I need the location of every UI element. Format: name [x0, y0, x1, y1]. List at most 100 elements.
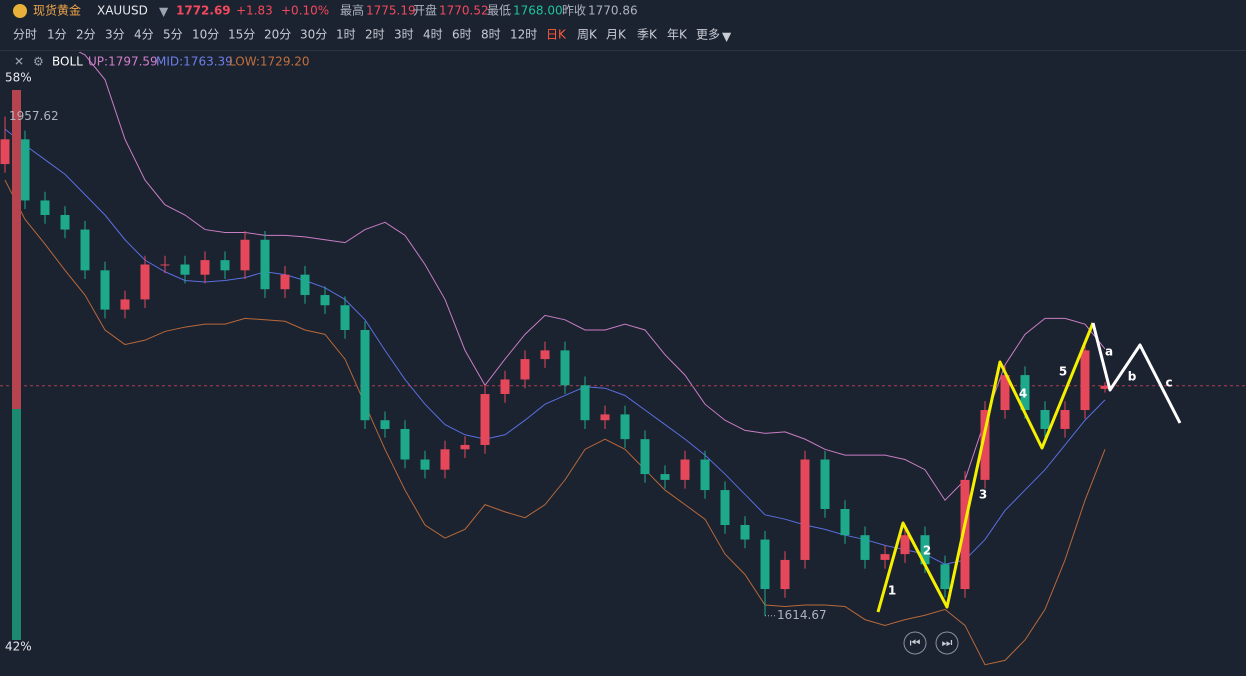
stat-value: 1775.19 [366, 4, 416, 18]
candle-body [400, 428, 410, 460]
candle-body [340, 305, 350, 330]
timeframe-tab[interactable]: 更多 [696, 28, 720, 42]
timeframe-tab[interactable]: 1分 [47, 28, 67, 42]
stat-value: 1770.52 [439, 4, 489, 18]
candle-body [220, 260, 230, 271]
wave-label: c [1165, 376, 1172, 390]
candle-body [640, 439, 650, 475]
candle-body [180, 264, 190, 275]
candle-body [1100, 385, 1110, 389]
wave-label: a [1105, 345, 1113, 359]
stat-label: 最高 [340, 3, 364, 18]
prev-button[interactable] [903, 631, 927, 655]
candle-body [100, 270, 110, 310]
candle-body [1040, 410, 1050, 429]
close-icon[interactable]: ✕ [14, 55, 24, 69]
candle-body [460, 444, 470, 450]
candle-body [500, 379, 510, 395]
timeframe-tab[interactable]: 2分 [76, 28, 96, 42]
timeframe-tab[interactable]: 季K [637, 28, 658, 42]
candle-body [720, 490, 730, 526]
boll-band [4, 179, 1106, 666]
candle-body [600, 414, 610, 421]
candle-body [840, 508, 850, 536]
candle-body [360, 329, 370, 421]
timeframe-tab[interactable]: 5分 [163, 28, 183, 42]
candle-body [40, 200, 50, 216]
dropdown: ▼ [159, 5, 169, 19]
wave-label: 5 [1059, 365, 1067, 379]
candle-body [940, 564, 950, 590]
timeframe-tab[interactable]: 4时 [423, 28, 443, 42]
wave-drawing [876, 322, 1182, 613]
timeframe-tab[interactable]: 4分 [134, 28, 154, 42]
candle-body [440, 449, 450, 470]
timeframe-tab[interactable]: 年K [667, 28, 688, 42]
candle-body [540, 350, 550, 360]
candle-body [420, 459, 430, 470]
next-button[interactable] [935, 631, 959, 655]
timeframe-tab[interactable]: 2时 [365, 28, 385, 42]
timeframe-tab[interactable]: 3时 [394, 28, 414, 42]
timeframe-tab[interactable]: 12时 [510, 28, 537, 42]
short-ratio [12, 409, 21, 640]
candle-body [0, 139, 10, 165]
candle-body [820, 459, 830, 509]
plot [0, 52, 1246, 666]
candle-body [580, 385, 590, 421]
impulse-wave [876, 322, 1095, 613]
timeframe-tab[interactable]: 周K [577, 28, 598, 42]
timeframe-tab[interactable]: 15分 [228, 28, 255, 42]
candle-body [140, 264, 150, 300]
next-icon[interactable]: ⏭ [942, 636, 953, 650]
indicator-name: BOLL [52, 55, 83, 69]
timeframe-tab[interactable]: 日K [546, 28, 567, 42]
more-arrow: ▼ [722, 30, 732, 44]
settings-icon[interactable]: ⚙ [33, 55, 44, 69]
min-price-label: 1614.67 [777, 608, 827, 622]
instrument-name: 现货黄金 [33, 3, 81, 18]
candle-body [700, 459, 710, 491]
timeframe-tab[interactable]: 30分 [300, 28, 327, 42]
wave-label: 4 [1019, 387, 1027, 401]
candle-body [200, 260, 210, 275]
long-ratio-label: 58% [5, 71, 32, 85]
wave-label: 2 [923, 544, 931, 558]
candle-body [980, 410, 990, 480]
candle-body [760, 539, 770, 590]
wave-label: 1 [888, 584, 896, 598]
symbol[interactable]: XAUUSD [97, 4, 148, 18]
max-price-label: 1957.62 [9, 109, 59, 123]
candle-body [680, 459, 690, 480]
candle-body [780, 559, 790, 590]
candle-body [1020, 375, 1030, 411]
candle-body [660, 474, 670, 480]
candle-body [1080, 350, 1090, 411]
timeframe-tab[interactable]: 3分 [105, 28, 125, 42]
candle-body [160, 264, 170, 266]
candle-body [920, 535, 930, 565]
timeframe-tab[interactable]: 10分 [192, 28, 219, 42]
timeframe-tab[interactable]: 1时 [336, 28, 356, 42]
candle-body [1000, 375, 1010, 411]
candle-body [280, 274, 290, 290]
stat-value: 1768.00 [513, 4, 563, 18]
price: 1772.69 [176, 4, 231, 18]
wave-label: 3 [979, 488, 987, 502]
timeframe-tab[interactable]: 6时 [452, 28, 472, 42]
prev-icon[interactable]: ⏮ [910, 636, 921, 650]
gold-icon [13, 4, 27, 18]
timeframe-tab[interactable]: 20分 [264, 28, 291, 42]
timeframe-tab[interactable]: 分时 [13, 28, 37, 42]
wave-label: b [1128, 370, 1137, 384]
timeframe-tab[interactable]: 月K [606, 28, 627, 42]
change-pct: +0.10% [281, 4, 329, 18]
corrective-wave [1091, 322, 1182, 424]
candle-body [20, 139, 30, 201]
timeframe-tab[interactable]: 8时 [481, 28, 501, 42]
indicator-mid: MID:1763.39 [156, 55, 233, 69]
candle-body [1060, 410, 1070, 429]
stat-label: 开盘 [413, 3, 437, 18]
